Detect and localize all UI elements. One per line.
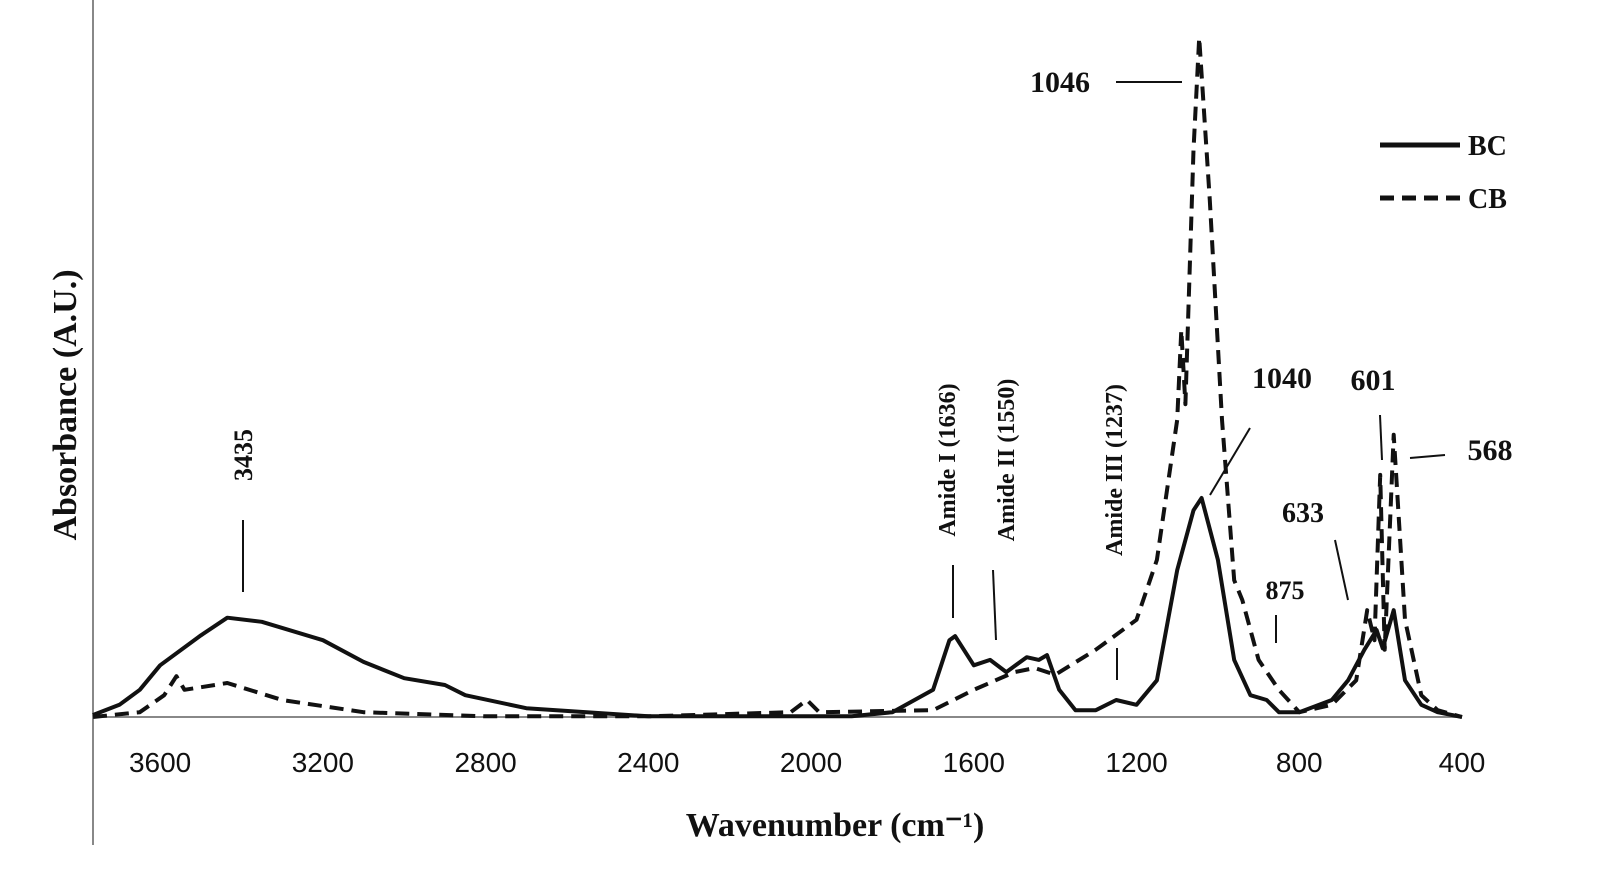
- annotation-leader: [992, 569, 997, 641]
- x-tick-label: 400: [1439, 747, 1486, 778]
- series-line: [92, 496, 1463, 719]
- y-axis-title: Absorbance (A.U.): [47, 269, 84, 540]
- annotation: 875: [1266, 576, 1305, 605]
- x-tick-label: 3200: [292, 747, 354, 778]
- annotation: 3435: [229, 429, 258, 481]
- legend-label: CB: [1468, 184, 1507, 215]
- annotation: 568: [1468, 434, 1513, 467]
- annotation: 601: [1351, 364, 1396, 397]
- annotation: Amide I (1636): [935, 383, 961, 536]
- x-tick-label: 1600: [943, 747, 1005, 778]
- x-tick-label: 2000: [780, 747, 842, 778]
- x-tick-label: 2800: [454, 747, 516, 778]
- x-tick-label: 800: [1276, 747, 1323, 778]
- x-tick-label: 1200: [1105, 747, 1167, 778]
- annotation: 1040: [1252, 362, 1312, 395]
- annotation: 1046: [1030, 66, 1090, 99]
- annotation: Amide II (1550): [994, 379, 1020, 542]
- annotation-leader: [1334, 539, 1349, 601]
- x-tick-label: 2400: [617, 747, 679, 778]
- legend-label: BC: [1468, 131, 1507, 162]
- annotation-leader: [1209, 427, 1251, 496]
- series-line: [92, 35, 1463, 719]
- annotation-leader: [1409, 454, 1446, 459]
- annotation-leader: [1379, 414, 1383, 461]
- annotation: Amide III (1237): [1102, 384, 1128, 556]
- x-tick-label: 3600: [129, 747, 191, 778]
- x-axis-title: Wavenumber (cm⁻¹): [686, 807, 985, 844]
- annotation: 633: [1282, 498, 1324, 529]
